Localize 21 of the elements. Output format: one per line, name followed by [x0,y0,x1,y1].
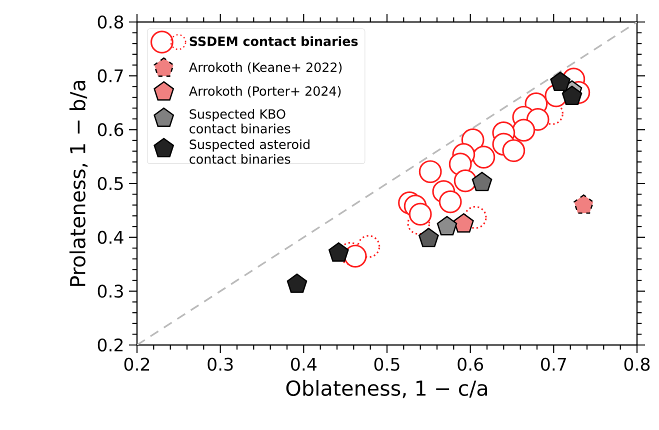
y-tick-label: 0.6 [98,123,124,136]
y-tick-label: 0.5 [98,176,123,190]
y-tick-label: 0.7 [98,69,123,82]
y-tick-label: 0.8 [98,15,124,29]
legend-label: Arrokoth (Keane+ 2022) [189,62,342,74]
x-tick-label: 0.4 [291,358,316,371]
y-tick-label: 0.4 [98,230,124,244]
x-axis-title: Oblateness, 1 − c/a [286,380,487,398]
x-tick-label: 0.7 [541,358,566,371]
x-tick-label: 0.5 [374,358,400,371]
x-tick-label: 0.8 [624,358,650,371]
x-tick-label: 0.2 [124,358,150,371]
y-tick-label: 0.3 [98,284,123,298]
legend-label: Arrokoth (Porter+ 2024) [189,86,341,98]
legend-label: Suspected KBO contact binaries [190,109,290,134]
y-tick-label: 0.2 [98,338,123,352]
x-tick-label: 0.6 [458,358,484,371]
legend-label: Suspected asteroid contact binaries [190,139,310,164]
x-tick-label: 0.3 [208,358,233,371]
y-axis-title: Prolateness, 1 − b/a [69,80,88,286]
legend-label: SSDEM contact binaries [190,36,358,46]
